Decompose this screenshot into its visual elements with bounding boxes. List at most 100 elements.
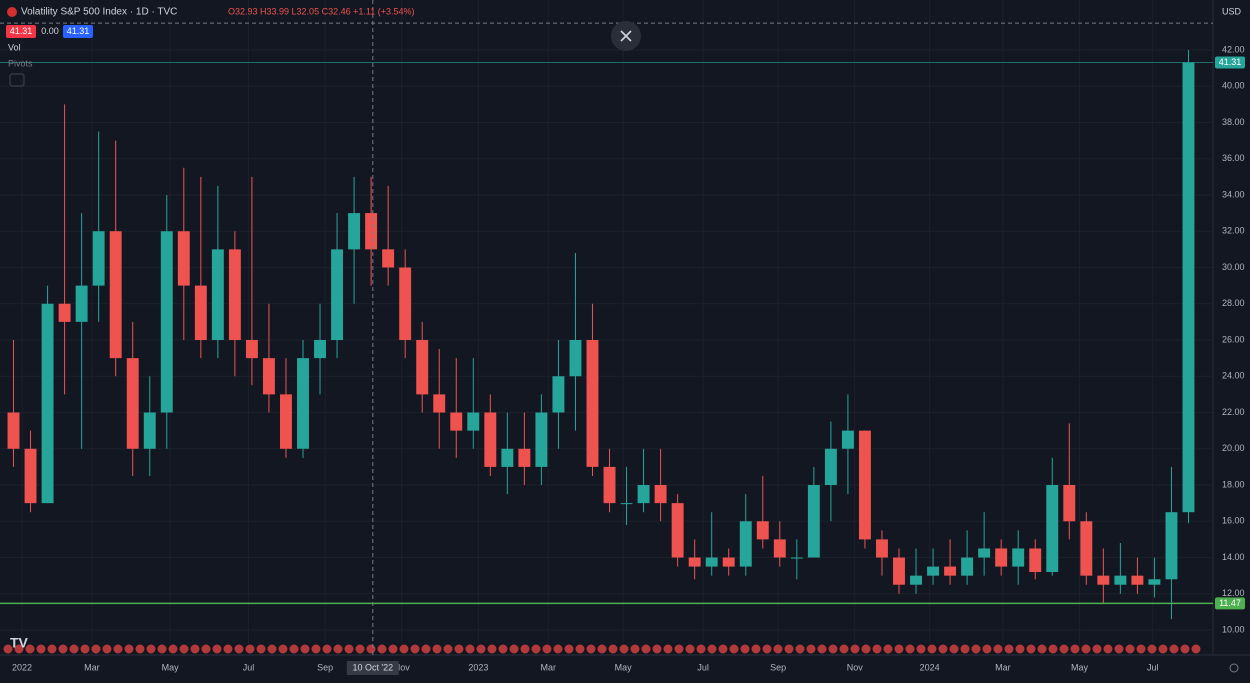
event-icon <box>387 643 399 655</box>
event-icon <box>156 643 168 655</box>
event-icon <box>948 643 960 655</box>
price-label-box <box>1215 597 1245 610</box>
candle-body <box>24 448 37 504</box>
event-icon <box>981 643 993 655</box>
event-icon <box>508 643 520 655</box>
event-icon <box>453 643 465 655</box>
price-label-box <box>1215 56 1245 69</box>
indicator-label: Pivots <box>8 58 33 68</box>
event-icon <box>321 643 333 655</box>
event-icon <box>882 643 894 655</box>
event-icon <box>244 643 256 655</box>
candle-body <box>1165 512 1178 580</box>
event-icon <box>1168 643 1180 655</box>
event-icon <box>420 643 432 655</box>
y-tick-label: 34.00 <box>1222 189 1245 199</box>
x-tick-label: Jul <box>1147 662 1159 672</box>
event-icon <box>222 643 234 655</box>
candle-body <box>365 213 378 250</box>
event-icon <box>860 643 872 655</box>
x-tick-label: Mar <box>995 662 1011 672</box>
candle-body <box>58 303 71 322</box>
candle-body <box>1080 521 1093 576</box>
candle-body <box>297 358 309 449</box>
candle-body <box>75 285 88 322</box>
event-icon <box>629 643 641 655</box>
candle-body <box>1046 485 1059 573</box>
candle-body <box>603 466 616 504</box>
event-icon <box>79 643 91 655</box>
settings-icon[interactable] <box>1229 663 1239 673</box>
candle-body <box>433 394 446 413</box>
event-icon <box>1179 643 1191 655</box>
event-icon <box>563 643 575 655</box>
event-icon <box>266 643 278 655</box>
x-tick-label: Nov <box>394 662 411 672</box>
event-icon <box>1102 643 1114 655</box>
candle-body <box>773 539 786 558</box>
event-icon <box>211 643 223 655</box>
x-tick-label: May <box>615 662 633 672</box>
collapse-button[interactable] <box>9 73 25 87</box>
x-tick-label: Sep <box>317 662 333 672</box>
candle-body <box>944 566 957 576</box>
event-icon <box>112 643 124 655</box>
currency[interactable]: USD <box>1222 6 1242 16</box>
candle-body <box>314 339 326 359</box>
event-icon <box>464 643 476 655</box>
event-icon <box>233 643 245 655</box>
event-icon <box>1003 643 1015 655</box>
candles <box>7 49 1195 620</box>
event-icon <box>651 643 663 655</box>
event-icon <box>1124 643 1136 655</box>
y-tick-label: 38.00 <box>1222 117 1245 127</box>
event-icon <box>761 643 773 655</box>
event-icon <box>277 643 289 655</box>
candle-body <box>382 249 395 268</box>
y-tick-label: 18.00 <box>1222 479 1245 489</box>
logo: TV <box>10 635 29 651</box>
event-icon <box>1036 643 1048 655</box>
event-icon <box>673 643 685 655</box>
y-tick-label: 32.00 <box>1222 226 1245 236</box>
event-icon <box>145 643 157 655</box>
candle-body <box>211 249 224 340</box>
event-icon <box>893 643 905 655</box>
price-label: 41.31 <box>1219 57 1242 67</box>
event-icon <box>739 643 751 655</box>
event-icon <box>1113 643 1125 655</box>
candle-body <box>143 412 156 449</box>
event-icon <box>310 643 322 655</box>
overlay <box>0 0 1213 655</box>
event-icon <box>398 643 410 655</box>
candle-body <box>858 430 871 540</box>
badge <box>63 25 93 38</box>
candle-body <box>92 231 105 286</box>
event-icon <box>618 643 630 655</box>
candle-body <box>280 394 292 449</box>
event-icon <box>519 643 531 655</box>
candle-body <box>1148 579 1161 585</box>
price-label: 11.47 <box>1219 598 1241 608</box>
event-icon <box>200 643 212 655</box>
event-icon <box>288 643 300 655</box>
event-icon <box>57 643 69 655</box>
event-icon <box>90 643 102 655</box>
badge <box>6 25 36 38</box>
candle-body <box>705 557 718 567</box>
symbol-icon <box>7 7 17 17</box>
event-icon <box>1146 643 1158 655</box>
event-icon <box>1047 643 1059 655</box>
candle-body <box>790 557 803 559</box>
event-icon <box>959 643 971 655</box>
y-tick-label: 30.00 <box>1222 262 1245 272</box>
event-icon <box>574 643 586 655</box>
candle-body <box>876 539 888 558</box>
event-icon <box>255 643 267 655</box>
candle-body <box>841 430 854 449</box>
candle-body <box>654 485 667 504</box>
candle-body <box>569 339 582 377</box>
candle-body <box>807 485 820 558</box>
candle-body <box>262 358 275 395</box>
candle-body <box>1097 575 1110 585</box>
